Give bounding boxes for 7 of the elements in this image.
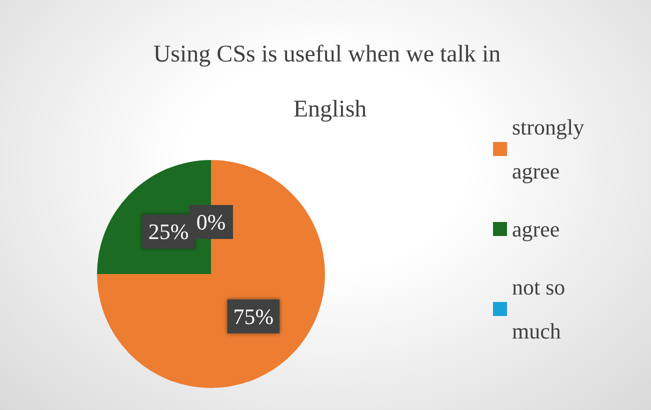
data-label: 75% — [233, 304, 274, 329]
text: 0% — [196, 210, 226, 234]
chart-title: Using CSs is useful when we talk in English — [153, 42, 501, 122]
legend-label: not so much — [512, 274, 571, 344]
data-label: 25% — [148, 219, 189, 244]
legend-label: agree — [512, 216, 560, 242]
legend-label: strongly agree — [512, 114, 590, 184]
